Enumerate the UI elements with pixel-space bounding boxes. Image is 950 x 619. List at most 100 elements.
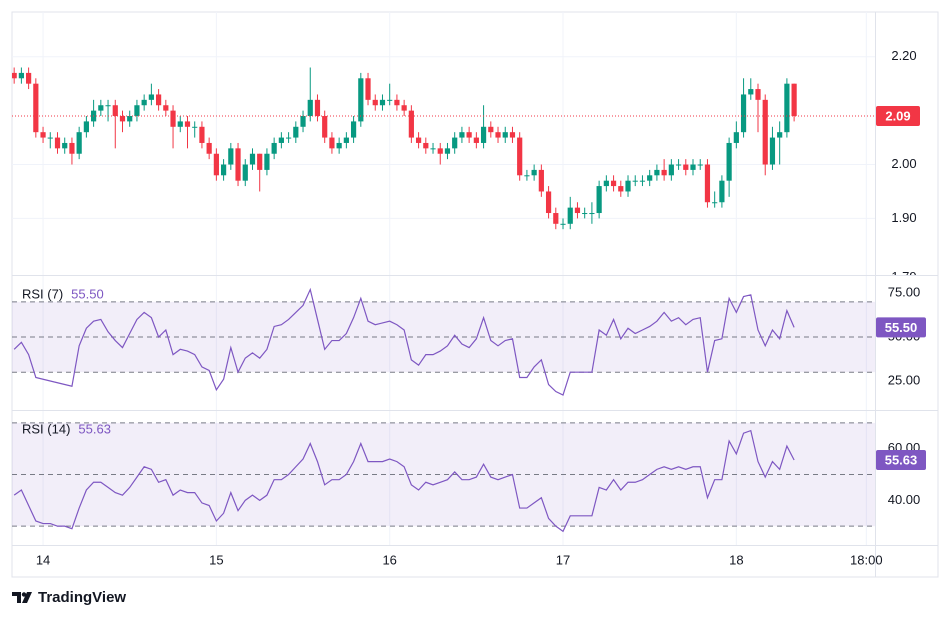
candle-body	[184, 121, 191, 127]
candle-body	[459, 132, 465, 138]
candle-body	[625, 180, 631, 192]
candle-body	[517, 137, 523, 176]
candle-body	[257, 153, 263, 170]
candle-body	[488, 126, 494, 133]
brand-logo: TradingView	[12, 589, 126, 606]
rsi-line	[13, 287, 795, 396]
x-tick-label: 18	[729, 552, 743, 567]
rsi-line	[13, 429, 795, 533]
indicator-badge	[876, 317, 926, 338]
candle-body	[47, 137, 53, 139]
candle-body	[632, 180, 638, 182]
candle-body	[33, 83, 39, 133]
candle-body	[480, 126, 487, 143]
candle-body	[524, 175, 530, 177]
candle-body	[329, 137, 335, 149]
candle-body	[430, 148, 436, 150]
candle-body	[647, 175, 653, 181]
candle-body	[278, 137, 284, 143]
y-tick-label: 2.20	[891, 48, 916, 63]
candle-body	[69, 142, 75, 154]
price-axis: 2.20 2.00 1.90 1.79	[891, 48, 916, 284]
candle-body	[242, 164, 248, 181]
candle-body	[119, 116, 126, 122]
indicator-badge-label: 55.63	[885, 452, 918, 467]
candle-body	[192, 126, 198, 128]
logo-icon	[22, 592, 32, 603]
y-tick-label: 75.00	[888, 284, 921, 299]
candle-body	[206, 142, 212, 154]
rsi-band	[12, 301, 875, 373]
logo-icon	[21, 592, 27, 597]
candle-body	[473, 137, 479, 143]
candle-body	[12, 72, 17, 79]
indicator-value: 55.63	[78, 421, 111, 436]
candle-body	[769, 137, 776, 165]
candle-body	[365, 78, 371, 100]
candle-body	[307, 99, 313, 117]
candle-body	[379, 99, 386, 106]
candle-body	[336, 142, 342, 149]
y-tick-label: 25.00	[888, 372, 921, 387]
candle-body	[538, 169, 544, 192]
candle-body	[105, 105, 111, 107]
candle-body	[610, 180, 617, 187]
candle-body	[372, 99, 378, 106]
candle-body	[40, 132, 46, 138]
x-tick-label: 15	[209, 552, 223, 567]
candle-body	[603, 180, 609, 187]
logo-icon	[12, 592, 21, 603]
candle-body	[26, 72, 32, 84]
candle-body	[531, 169, 537, 176]
candle-body	[502, 132, 508, 138]
indicator-value: 55.50	[71, 286, 104, 301]
candle-body	[639, 180, 646, 182]
candle-body	[683, 164, 689, 170]
candle-body	[567, 207, 573, 224]
candle-body	[545, 191, 552, 214]
rsi-pane	[12, 287, 875, 396]
y-tick-label: 1.90	[891, 210, 916, 225]
candle-body	[784, 83, 790, 133]
last-price-badge	[876, 106, 920, 127]
candle-body	[466, 132, 472, 138]
candle-body	[18, 72, 24, 79]
last-price-label: 2.09	[885, 108, 910, 123]
candle-body	[762, 99, 768, 165]
rsi-band	[12, 422, 875, 527]
candle-body	[141, 99, 147, 106]
candle-body	[83, 121, 89, 133]
candle-body	[148, 94, 154, 100]
candle-body	[553, 213, 559, 224]
candle-body	[509, 132, 516, 138]
indicator-name: RSI (7)	[22, 286, 63, 301]
y-tick-label: 40.00	[888, 492, 921, 507]
candle-body	[54, 137, 61, 149]
candle-body	[495, 132, 501, 138]
candle-body	[748, 89, 754, 95]
candle-body	[177, 121, 183, 127]
candle-body	[560, 223, 566, 225]
indicator-badge-label: 55.50	[885, 320, 918, 335]
candle-body	[726, 142, 732, 181]
candle-body	[213, 153, 219, 176]
candle-body	[220, 164, 227, 176]
candle-body	[712, 202, 718, 204]
candle-body	[112, 105, 118, 117]
candle-body	[791, 83, 797, 117]
candle-body	[423, 142, 429, 149]
x-tick-label: 16	[382, 552, 396, 567]
y-tick-label: 1.79	[891, 269, 916, 284]
candle-body	[618, 186, 624, 192]
candle-body	[264, 153, 270, 170]
overlay-layer: 14 15 16 17 18 18:00 2.20 2.00 1.90 1.79 2.09 75.00…	[22, 48, 926, 567]
candle-body	[387, 99, 393, 101]
rsi-pane	[12, 422, 875, 533]
x-tick-label: 14	[36, 552, 50, 567]
candle-body	[343, 137, 349, 143]
plot-layer	[12, 12, 875, 545]
candle-body	[596, 186, 602, 214]
candle-body	[661, 169, 667, 176]
